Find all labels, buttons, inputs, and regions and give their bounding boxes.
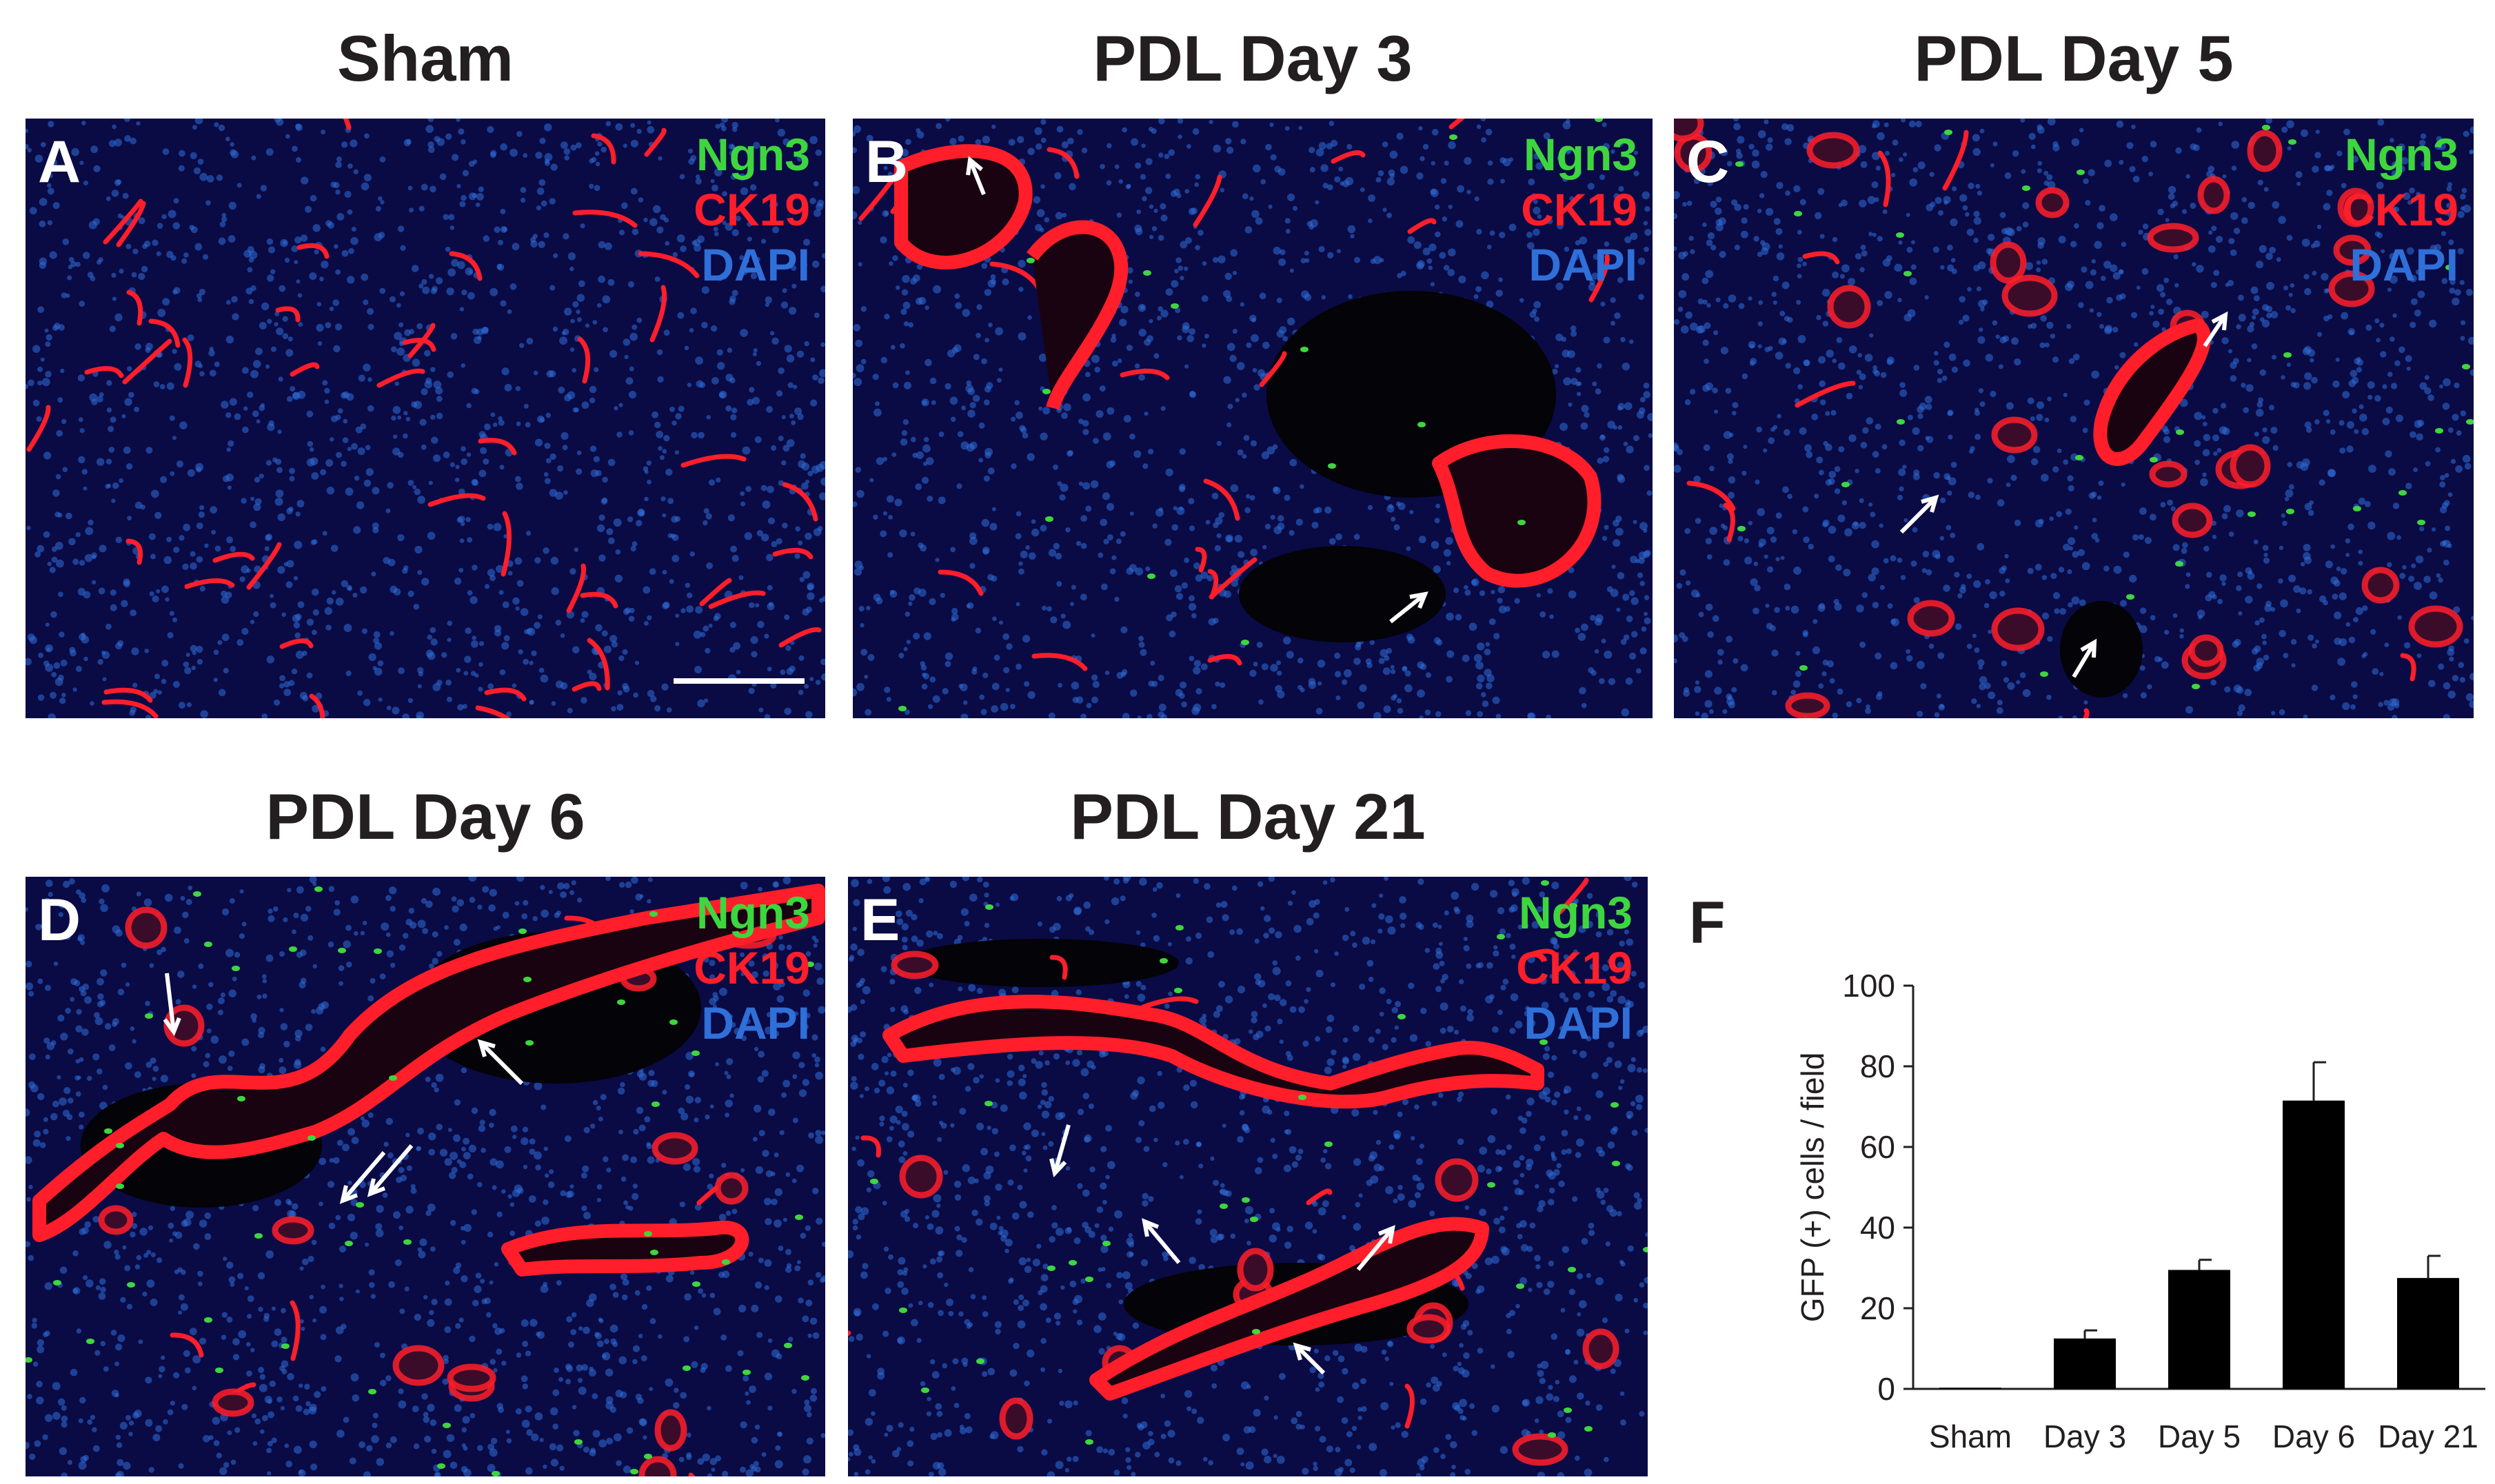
arrow-marker [1389,592,1426,624]
arrowhead [367,1178,386,1197]
panel-e-title: PDL Day 21 [1070,780,1426,853]
panel-a-letter: A [38,129,81,195]
micrograph-e-image [848,877,1648,1476]
x-tick-label: Day 21 [2378,1419,2478,1454]
bar [2054,1338,2116,1389]
arrow-marker [1356,1227,1395,1271]
arrow-marker [2072,641,2097,678]
arrowhead [1409,591,1428,609]
arrow-marker [1294,1343,1326,1375]
panel-e-letter: E [860,887,900,953]
arrow-marker [368,1144,414,1195]
y-tick-label: 20 [1860,1290,1895,1326]
stain-legend-a: Ngn3 CK19 DAPI [694,127,810,292]
micrograph-panel-c: C Ngn3 CK19 DAPI [1674,119,2474,718]
stain-legend-c: Ngn3 CK19 DAPI [2342,127,2458,292]
arrowhead [966,156,983,176]
x-tick-label: Day 5 [2158,1419,2241,1454]
panel-b-title: PDL Day 3 [1093,22,1413,94]
legend-ngn3: Ngn3 [696,129,810,180]
arrowhead [2211,311,2228,331]
arrowhead [2080,638,2097,658]
panel-f-letter: F [1689,890,1726,956]
arrowhead [1049,1158,1067,1178]
micrograph-d-image [26,877,825,1476]
legend-dapi: DAPI [701,239,810,290]
arrow-marker [165,973,176,1033]
arrow-marker [1142,1220,1181,1264]
x-tick-label: Day 3 [2043,1419,2126,1454]
arrowhead [1142,1218,1160,1237]
micrograph-c-image [1674,119,2474,718]
arrowhead [1921,494,1939,513]
micrograph-panel-d: D Ngn3 CK19 DAPI [26,877,825,1476]
micrograph-panel-e: E Ngn3 CK19 DAPI [848,877,1648,1476]
legend-ngn3: Ngn3 [2345,129,2458,180]
y-tick-label: 0 [1877,1371,1895,1407]
micrograph-panel-a: A Ngn3 CK19 DAPI [26,119,825,718]
panel-b-letter: B [865,129,909,195]
y-tick-label: 60 [1860,1129,1895,1165]
arrow-marker [341,1151,386,1202]
panel-d-title: PDL Day 6 [265,780,585,853]
legend-ck19: CK19 [1516,942,1633,993]
arrow-marker [1899,496,1938,534]
bar [1939,1388,2001,1389]
arrow-marker [2203,314,2228,347]
legend-dapi: DAPI [701,997,810,1048]
legend-ck19: CK19 [2342,184,2458,235]
stain-legend-b: Ngn3 CK19 DAPI [1521,127,1637,292]
y-tick-label: 80 [1860,1048,1895,1084]
micrograph-b-image [853,119,1653,718]
legend-dapi: DAPI [2350,239,2458,290]
micrograph-a-image [26,119,825,718]
bar [2397,1278,2459,1389]
panel-a-title: Sham [337,22,514,94]
panel-d-letter: D [38,887,81,953]
scale-bar [674,678,805,684]
legend-ck19: CK19 [694,184,810,235]
y-tick-label: 100 [1842,968,1895,1004]
arrowhead [477,1039,496,1057]
arrow-marker [1053,1124,1071,1174]
legend-ngn3: Ngn3 [1524,129,1637,180]
legend-dapi: DAPI [1524,997,1633,1048]
bar-chart-f: 0 20 40 60 80 100 Sham Day 3 Day 5 Day 6 Day 21 GFP… [1795,968,2485,1454]
legend-ck19: CK19 [1521,184,1637,235]
micrograph-panel-b: B Ngn3 CK19 DAPI [853,119,1653,718]
arrow-marker [478,1040,524,1086]
stain-legend-e: Ngn3 CK19 DAPI [1516,885,1633,1050]
arrow-marker [968,159,986,196]
bar [2283,1100,2345,1389]
legend-ck19: CK19 [694,942,810,993]
bar [2168,1270,2230,1389]
panel-c-title: PDL Day 5 [1914,22,2234,94]
stain-legend-d: Ngn3 CK19 DAPI [694,885,810,1050]
y-tick-label: 40 [1860,1210,1895,1246]
x-tick-label: Day 6 [2272,1419,2355,1454]
panel-c-letter: C [1686,129,1730,195]
arrowhead [1377,1225,1395,1244]
legend-dapi: DAPI [1528,239,1637,290]
x-tick-label: Sham [1929,1419,2012,1454]
y-axis-label: GFP (+) cells / field [1795,1053,1830,1323]
arrowhead [1293,1342,1311,1361]
arrowhead [339,1185,358,1204]
legend-ngn3: Ngn3 [1519,887,1633,938]
legend-ngn3: Ngn3 [696,887,810,938]
arrowhead [163,1017,181,1037]
